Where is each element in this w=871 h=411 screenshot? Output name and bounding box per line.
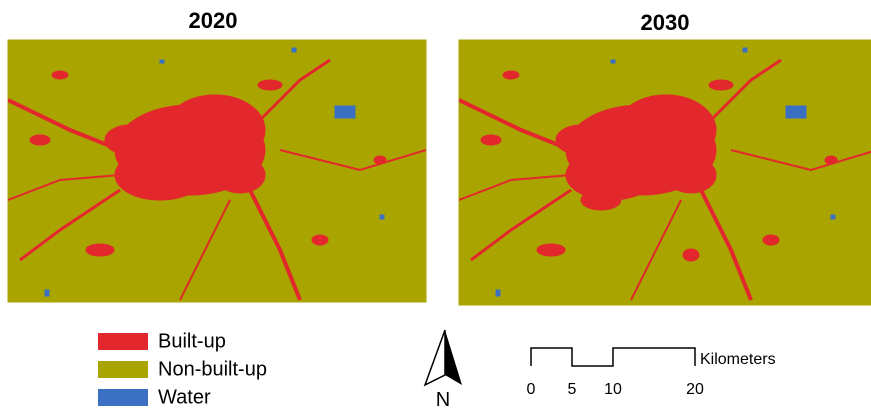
scale-tick-label: 5 xyxy=(568,381,577,398)
legend-label: Built-up xyxy=(158,330,226,352)
panel-title: 2020 xyxy=(189,8,238,33)
legend-label: Water xyxy=(158,386,211,408)
legend-label: Non-built-up xyxy=(158,358,267,380)
scale-unit: Kilometers xyxy=(700,351,776,368)
scale-line xyxy=(531,348,695,366)
figure: 2020 2030 Built-up Non-built-up Water N Ki… xyxy=(0,0,871,411)
scale-tick-label: 20 xyxy=(686,381,704,398)
north-arrow: N xyxy=(425,330,462,411)
legend: Built-up Non-built-up Water xyxy=(98,330,267,408)
scale-tick-label: 0 xyxy=(527,381,536,398)
panel-title: 2030 xyxy=(641,10,690,35)
legend-swatch xyxy=(98,389,148,406)
map-panel: 2030 xyxy=(459,10,871,305)
scale-tick-label: 10 xyxy=(604,381,622,398)
north-label: N xyxy=(436,389,450,411)
legend-swatch xyxy=(98,361,148,378)
map-panel: 2020 xyxy=(8,8,426,302)
scale-bar: Kilometers 0 5 10 20 xyxy=(527,348,776,398)
legend-swatch xyxy=(98,333,148,350)
